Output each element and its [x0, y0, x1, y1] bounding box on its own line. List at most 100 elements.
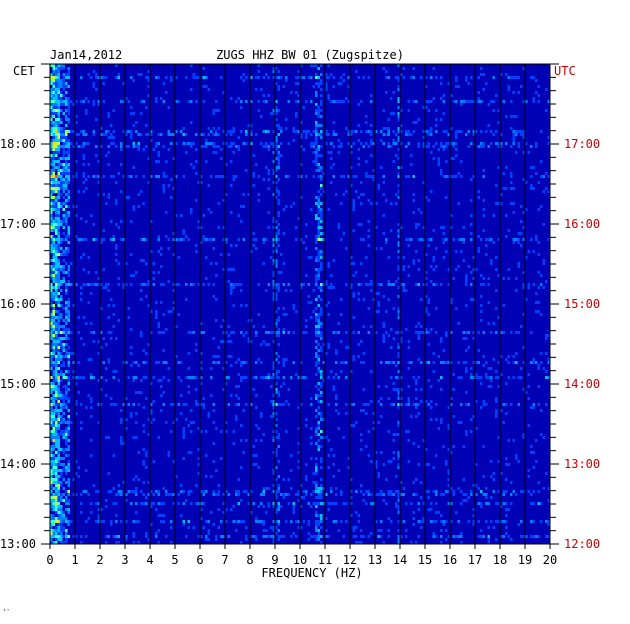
- heatmap-cell: [60, 433, 63, 436]
- heatmap-cell: [487, 277, 490, 280]
- heatmap-cell: [527, 424, 530, 427]
- heatmap-cell: [60, 508, 63, 511]
- heatmap-cell: [450, 361, 453, 364]
- heatmap-cell: [360, 202, 363, 205]
- heatmap-cell: [320, 166, 323, 169]
- heatmap-cell: [180, 514, 183, 517]
- heatmap-cell: [460, 100, 463, 103]
- heatmap-cell: [65, 91, 68, 94]
- heatmap-cell: [330, 286, 333, 289]
- heatmap-cell: [460, 490, 463, 493]
- heatmap-cell: [62, 259, 65, 262]
- heatmap-cell: [410, 163, 413, 166]
- heatmap-cell: [95, 154, 98, 157]
- heatmap-cell: [50, 517, 53, 520]
- heatmap-cell: [55, 508, 58, 511]
- heatmap-cell: [52, 466, 55, 469]
- heatmap-cell: [50, 121, 53, 124]
- heatmap-cell: [67, 490, 70, 493]
- heatmap-cell: [52, 376, 55, 379]
- heatmap-cell: [307, 283, 310, 286]
- heatmap-cell: [427, 100, 430, 103]
- heatmap-cell: [462, 238, 465, 241]
- heatmap-cell: [290, 91, 293, 94]
- heatmap-cell: [360, 535, 363, 538]
- heatmap-cell: [150, 310, 153, 313]
- heatmap-cell: [57, 475, 60, 478]
- heatmap-cell: [57, 91, 60, 94]
- heatmap-cell: [57, 283, 60, 286]
- heatmap-cell: [207, 127, 210, 130]
- heatmap-cell: [287, 142, 290, 145]
- heatmap-cell: [430, 280, 433, 283]
- heatmap-cell: [205, 475, 208, 478]
- heatmap-cell: [357, 196, 360, 199]
- heatmap-cell: [50, 292, 53, 295]
- heatmap-cell: [482, 445, 485, 448]
- heatmap-cell: [542, 436, 545, 439]
- heatmap-cell: [295, 112, 298, 115]
- right-time-label: 12:00: [564, 537, 600, 551]
- heatmap-cell: [382, 499, 385, 502]
- heatmap-cell: [210, 262, 213, 265]
- heatmap-cell: [245, 538, 248, 541]
- heatmap-cell: [470, 430, 473, 433]
- heatmap-cell: [55, 265, 58, 268]
- heatmap-cell: [85, 178, 88, 181]
- heatmap-cell: [82, 190, 85, 193]
- heatmap-cell: [135, 520, 138, 523]
- heatmap-cell: [52, 262, 55, 265]
- heatmap-cell: [52, 124, 55, 127]
- heatmap-cell: [67, 484, 70, 487]
- heatmap-cell: [167, 379, 170, 382]
- heatmap-cell: [445, 538, 448, 541]
- heatmap-cell: [507, 277, 510, 280]
- heatmap-cell: [527, 490, 530, 493]
- heatmap-cell: [362, 535, 365, 538]
- heatmap-cell: [272, 67, 275, 70]
- heatmap-cell: [507, 229, 510, 232]
- heatmap-cell: [100, 127, 103, 130]
- heatmap-cell: [57, 277, 60, 280]
- heatmap-cell: [275, 238, 278, 241]
- heatmap-cell: [245, 142, 248, 145]
- heatmap-cell: [485, 403, 488, 406]
- heatmap-cell: [512, 238, 515, 241]
- heatmap-cell: [397, 307, 400, 310]
- heatmap-cell: [60, 169, 63, 172]
- heatmap-cell: [60, 346, 63, 349]
- heatmap-cell: [100, 76, 103, 79]
- heatmap-cell: [65, 334, 68, 337]
- heatmap-cell: [190, 64, 193, 67]
- heatmap-cell: [55, 268, 58, 271]
- heatmap-cell: [452, 415, 455, 418]
- heatmap-cell: [220, 340, 223, 343]
- heatmap-cell: [202, 283, 205, 286]
- heatmap-cell: [52, 535, 55, 538]
- heatmap-cell: [182, 127, 185, 130]
- heatmap-cell: [67, 415, 70, 418]
- heatmap-cell: [397, 499, 400, 502]
- heatmap-cell: [95, 271, 98, 274]
- heatmap-cell: [420, 238, 423, 241]
- heatmap-cell: [55, 373, 58, 376]
- heatmap-cell: [185, 418, 188, 421]
- heatmap-cell: [315, 442, 318, 445]
- heatmap-cell: [270, 142, 273, 145]
- heatmap-cell: [317, 277, 320, 280]
- heatmap-cell: [165, 91, 168, 94]
- heatmap-cell: [435, 124, 438, 127]
- heatmap-cell: [60, 313, 63, 316]
- heatmap-cell: [402, 289, 405, 292]
- heatmap-cell: [140, 298, 143, 301]
- heatmap-cell: [332, 163, 335, 166]
- heatmap-cell: [65, 532, 68, 535]
- heatmap-cell: [67, 250, 70, 253]
- heatmap-cell: [67, 379, 70, 382]
- heatmap-cell: [182, 523, 185, 526]
- heatmap-cell: [510, 538, 513, 541]
- heatmap-cell: [237, 238, 240, 241]
- heatmap-cell: [52, 409, 55, 412]
- heatmap-cell: [505, 514, 508, 517]
- heatmap-cell: [187, 331, 190, 334]
